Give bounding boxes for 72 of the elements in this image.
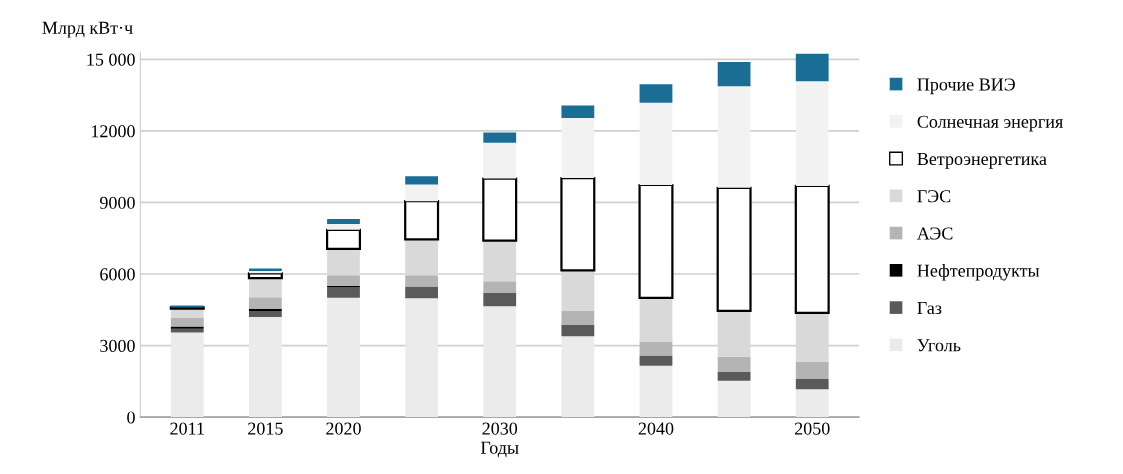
legend-label: Газ [917,302,942,315]
x-tick-label: 2011 [170,422,204,435]
bar [482,177,518,242]
y-tick-label: 6000 [100,268,135,281]
bar [405,176,439,185]
bar [483,293,517,307]
legend-label: АЭС [916,227,953,240]
bar [639,365,673,418]
bar [327,297,360,418]
y-tick-label: 0 [127,411,135,424]
bar [639,355,673,366]
bar [795,53,829,82]
bar [248,316,282,418]
bar [405,275,439,287]
bar [327,223,360,230]
bar [327,275,360,286]
bar [405,298,439,418]
bar [795,378,829,390]
bar [560,176,596,272]
x-tick-label: 2030 [482,422,518,435]
bar [717,372,751,381]
bar [170,332,204,418]
bar [170,318,204,327]
bar [561,325,595,337]
bar [561,105,595,118]
bar [639,297,673,342]
y-axis-title: Млрд кВт·ч [42,21,133,38]
bar [483,142,517,179]
bar [327,287,360,298]
bar [327,219,360,224]
bar [325,228,362,251]
y-tick-label: 9000 [99,196,135,209]
x-tick-label: 2020 [326,422,361,435]
bar [795,361,829,379]
bar [716,186,752,313]
y-tick-label: 3000 [100,339,135,352]
bar [248,297,282,310]
bar [170,326,204,329]
legend-label: Ветроэнергетика [917,153,1047,169]
bar [483,306,517,418]
bar [561,117,595,179]
bar [639,102,673,186]
legend-label: ГЭС [917,190,951,203]
bar [639,84,673,103]
y-tick-label: 15 000 [87,53,135,66]
legend-label: Прочие ВИЭ [917,78,1015,95]
bar [717,380,751,418]
bar [795,389,829,418]
bar [483,281,517,294]
x-axis-title: Годы [480,441,519,458]
bar [795,81,829,186]
x-tick-label: 2040 [638,422,674,435]
bar [717,356,751,373]
bar [639,341,673,356]
y-tick-label: 12000 [91,125,135,138]
x-tick-label: 2050 [794,422,830,435]
bar [404,200,440,241]
bar [794,184,830,314]
bar [561,310,595,326]
bar [717,61,751,87]
x-tick-label: 2015 [248,422,283,435]
legend-label: Солнечная энергия [917,115,1063,132]
bar [483,132,517,143]
bar [561,336,595,418]
bar [405,286,439,299]
legend-label: Нефтепродукты [917,264,1040,281]
bar [638,183,674,299]
bar [405,184,439,202]
bar [248,310,282,317]
bar [717,86,751,188]
bar [248,278,282,298]
legend-label: Уголь [917,339,961,352]
